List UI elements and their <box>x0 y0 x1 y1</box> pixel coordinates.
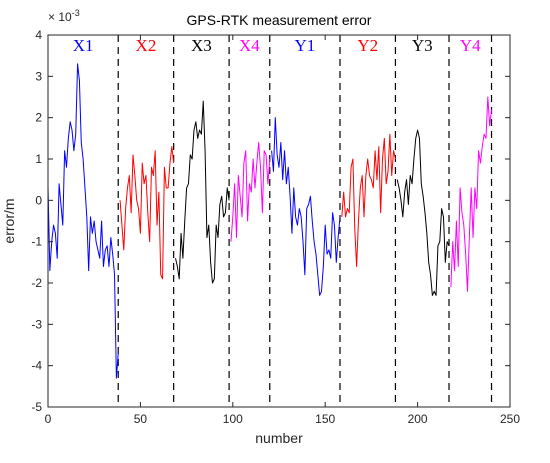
axes: 0 50 100 150 200 250 -5 -4 -3 -2 -1 0 1 2 3 4 <box>31 28 520 426</box>
chart-title: GPS-RTK measurement error <box>187 12 372 28</box>
series-lines <box>47 63 493 379</box>
segment-label-x2: X2 <box>136 36 157 55</box>
x-tick-label: 150 <box>315 412 335 426</box>
segment-label-x4: X4 <box>239 36 260 55</box>
y-tick-label: -1 <box>31 235 42 249</box>
y-tick-label: -5 <box>31 400 42 414</box>
series-line-y2 <box>341 133 396 267</box>
series-line-y4 <box>450 96 493 292</box>
x-tick-label: 0 <box>45 412 52 426</box>
segment-label-y1: Y1 <box>294 36 315 55</box>
y-tick-label: -2 <box>31 276 42 290</box>
x-tick-label: 50 <box>134 412 148 426</box>
segment-label-x3: X3 <box>191 36 212 55</box>
y-tick-label: -4 <box>31 359 42 373</box>
y-tick-label: -3 <box>31 317 42 331</box>
y-exponent-label: × 10-3 <box>48 8 80 24</box>
y-tick-label: 0 <box>35 193 42 207</box>
series-line-y3 <box>396 129 450 296</box>
series-line-y1 <box>271 117 341 296</box>
x-tick-label: 200 <box>408 412 428 426</box>
segment-labels: X1 X2 X3 X4 Y1 Y2 Y3 Y4 <box>73 36 481 55</box>
y-axis-label: error/m <box>1 198 17 243</box>
y-tick-label: 3 <box>35 69 42 83</box>
series-line-x1 <box>47 63 119 379</box>
y-tick-label: 4 <box>35 28 42 42</box>
segment-label-y4: Y4 <box>460 36 481 55</box>
x-tick-label: 250 <box>500 412 520 426</box>
series-line-x4 <box>230 141 271 242</box>
axes-box <box>47 34 511 408</box>
y-tick-label: 1 <box>35 152 42 166</box>
segment-label-y2: Y2 <box>357 36 378 55</box>
x-axis-label: number <box>255 430 303 446</box>
segment-label-x1: X1 <box>73 36 94 55</box>
y-tick-label: 2 <box>35 111 42 125</box>
series-line-x2 <box>119 146 175 280</box>
x-tick-label: 100 <box>223 412 243 426</box>
segment-label-y3: Y3 <box>412 36 433 55</box>
series-line-x3 <box>175 100 230 284</box>
